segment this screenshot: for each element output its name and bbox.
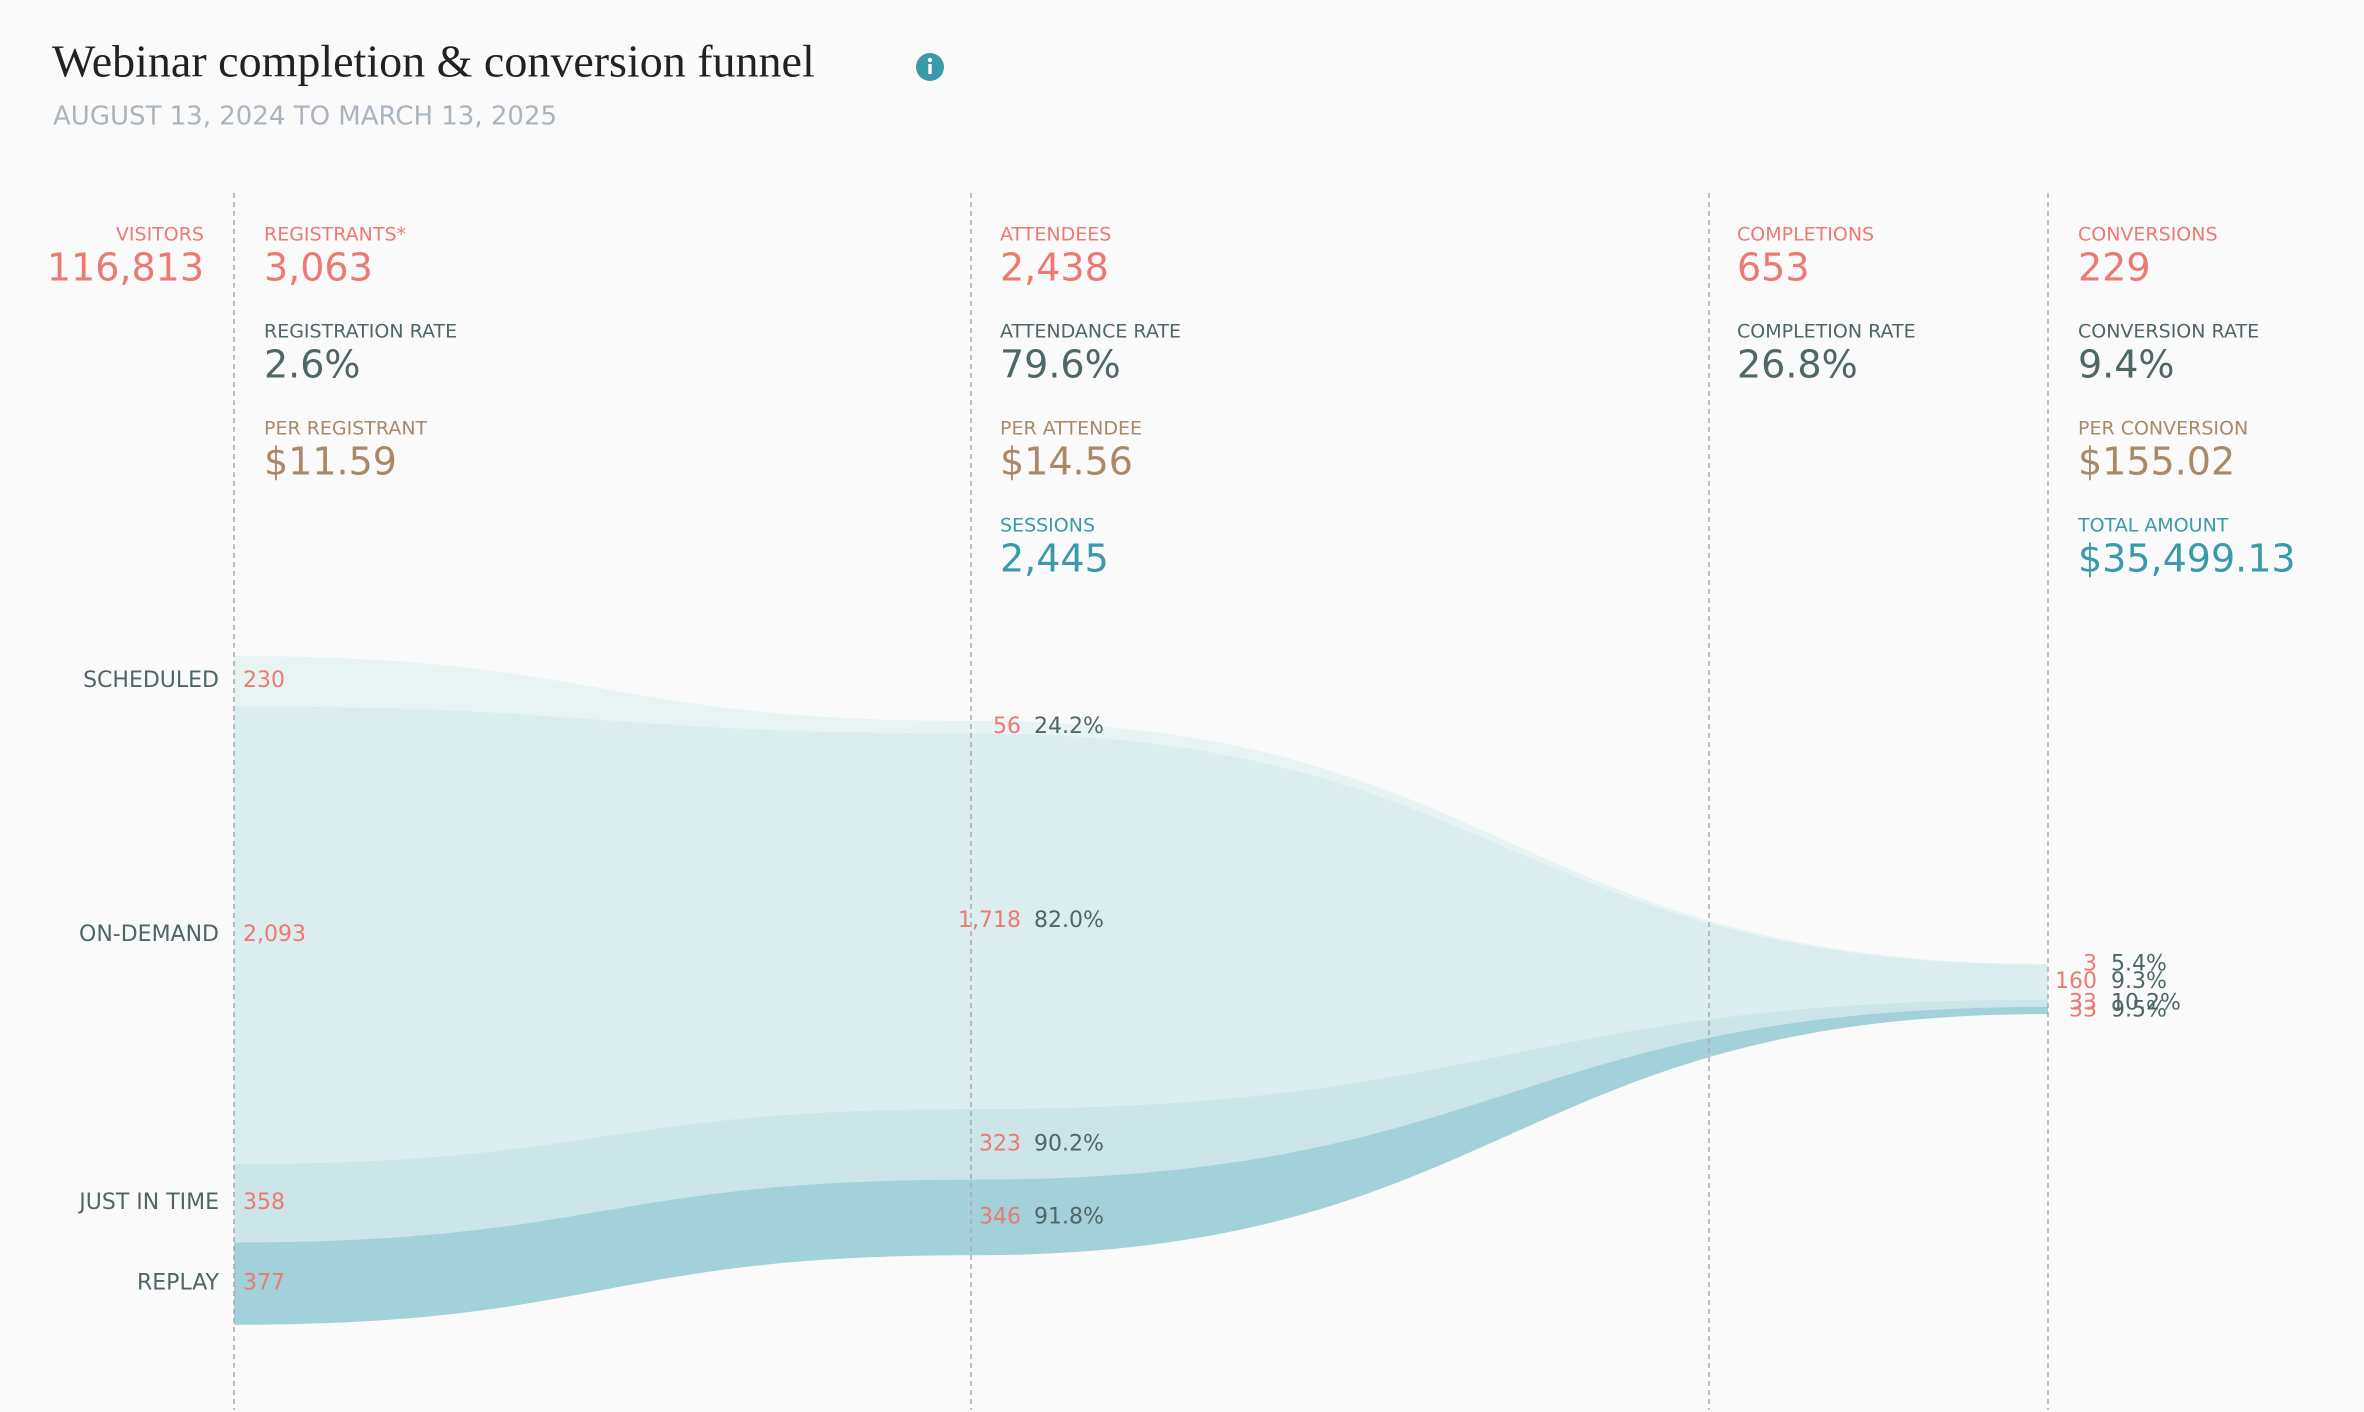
attendance-rate: 91.8% (1034, 1204, 1104, 1229)
attendee-count: 323 (979, 1131, 1021, 1156)
info-dot (927, 57, 933, 63)
metric-label: PER ATTENDEE (1000, 418, 1142, 440)
metric-value: 2.6% (264, 343, 361, 387)
metric-label: ATTENDANCE RATE (1000, 321, 1181, 343)
metric-label: CONVERSION RATE (2078, 321, 2259, 343)
metric-label: COMPLETION RATE (1737, 321, 1916, 343)
metric-value: 229 (2078, 246, 2151, 290)
page-subtitle: AUGUST 13, 2024 TO MARCH 13, 2025 (53, 102, 557, 132)
registrant-count: 377 (243, 1271, 285, 1296)
metric-label: PER CONVERSION (2078, 418, 2248, 440)
info-stem (928, 64, 932, 74)
metric-value: 26.8% (1737, 343, 1858, 387)
metric-label: TOTAL AMOUNT (2077, 515, 2229, 537)
metric-value: $11.59 (264, 440, 397, 484)
metric-label: CONVERSIONS (2078, 224, 2218, 246)
conversion-rate: 9.3% (2111, 969, 2167, 994)
flow-name: ON-DEMAND (79, 922, 219, 947)
metric-value: $155.02 (2078, 440, 2235, 484)
metric-value: $14.56 (1000, 440, 1133, 484)
conversion-count: 160 (2055, 969, 2097, 994)
flow-name: REPLAY (137, 1271, 220, 1296)
metric-label: COMPLETIONS (1737, 224, 1874, 246)
visitors-label: VISITORS (116, 224, 204, 246)
flow-band (234, 706, 2048, 1165)
page-title: Webinar completion & conversion funnel (52, 36, 815, 87)
metric-value: 2,445 (1000, 537, 1109, 581)
metric-value: $35,499.13 (2078, 537, 2296, 581)
metric-label: PER REGISTRANT (264, 418, 428, 440)
metric-value: 3,063 (264, 246, 373, 290)
metric-value: 2,438 (1000, 246, 1109, 290)
flows (234, 656, 2048, 1325)
flow-band (234, 1006, 2048, 1325)
attendee-count: 1,718 (958, 908, 1021, 933)
flow-band (234, 656, 2048, 965)
metric-value: 653 (1737, 246, 1810, 290)
metric-value: 9.4% (2078, 343, 2175, 387)
metric-value: 79.6% (1000, 343, 1121, 387)
info-icon[interactable] (916, 53, 944, 81)
metric-label: ATTENDEES (1000, 224, 1111, 246)
conversion-rate: 5.4% (2111, 951, 2167, 976)
conversion-rate: 9.5% (2111, 997, 2167, 1022)
attendee-count: 56 (993, 714, 1021, 739)
visitors-value: 116,813 (47, 246, 204, 290)
flow-band (234, 999, 2048, 1243)
metric-label: REGISTRANTS* (264, 224, 406, 246)
conversion-count: 33 (2069, 990, 2097, 1015)
conversion-count: 3 (2083, 951, 2097, 976)
metric-label: SESSIONS (1000, 515, 1095, 537)
attendance-rate: 24.2% (1034, 714, 1104, 739)
conversion-count: 33 (2069, 997, 2097, 1022)
flow-name: JUST IN TIME (77, 1190, 219, 1215)
conversion-rate: 10.2% (2111, 990, 2181, 1015)
registrant-count: 230 (243, 668, 285, 693)
registrant-count: 2,093 (243, 922, 306, 947)
attendee-count: 346 (979, 1204, 1021, 1229)
metric-label: REGISTRATION RATE (264, 321, 457, 343)
attendance-rate: 82.0% (1034, 908, 1104, 933)
registrant-count: 358 (243, 1190, 285, 1215)
flow-name: SCHEDULED (83, 668, 219, 693)
attendance-rate: 90.2% (1034, 1131, 1104, 1156)
